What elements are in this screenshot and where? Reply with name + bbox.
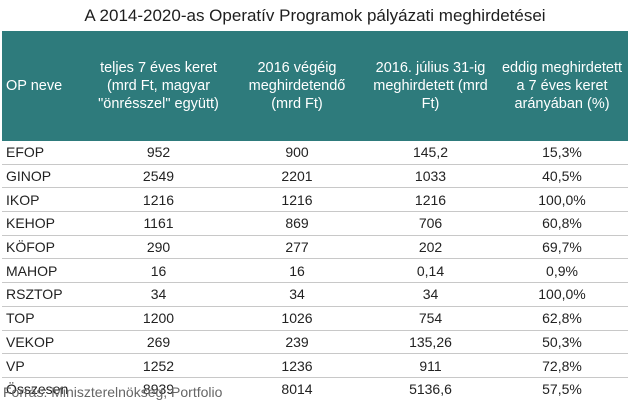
total-planned: 8014 [281, 381, 313, 398]
row-total-budget: 1161 [88, 211, 229, 236]
table-row: GINOP 2549 2201 1033 40,5% [2, 164, 628, 189]
row-total-budget: 1200 [88, 306, 229, 331]
header-ratio: eddig meghirdetett a 7 éves keret arányá… [496, 31, 628, 141]
row-ratio: 69,7% [496, 235, 628, 260]
total-row: Összesen 8939 8014 5136,6 57,5% [2, 377, 628, 400]
row-ratio: 60,8% [496, 211, 628, 236]
row-announced: 1033 [365, 164, 496, 189]
row-announced: 135,26 [365, 330, 496, 355]
row-planned: 34 [229, 282, 365, 307]
row-planned: 1236 [229, 353, 365, 378]
row-op-name: GINOP [2, 164, 88, 189]
row-planned: 239 [229, 330, 365, 355]
row-op-name: RSZTOP [2, 282, 88, 307]
row-ratio: 100,0% [496, 187, 628, 213]
row-planned: 900 [229, 141, 365, 165]
table-row: VEKOP 269 239 135,26 50,3% [2, 330, 628, 355]
row-announced: 145,2 [365, 141, 496, 165]
row-total-budget: 1252 [88, 353, 229, 378]
table-row: RSZTOP 34 34 34 100,0% [2, 282, 628, 307]
row-announced: 202 [365, 235, 496, 260]
row-op-name: IKOP [2, 187, 88, 213]
row-ratio: 72,8% [496, 353, 628, 378]
row-planned: 1026 [229, 306, 365, 331]
source-note: Forrás: Miniszterelnökség, Portfolio [3, 384, 223, 400]
table-row: VP 1252 1236 911 72,8% [2, 353, 628, 378]
row-announced: 706 [365, 211, 496, 236]
table-row: KÖFOP 290 277 202 69,7% [2, 235, 628, 260]
total-ratio: 57,5% [542, 381, 582, 398]
row-announced: 1216 [365, 187, 496, 213]
row-op-name: MAHOP [2, 258, 88, 284]
row-announced: 0,14 [365, 258, 496, 284]
row-op-name: TOP [2, 306, 88, 331]
row-planned: 2201 [229, 164, 365, 189]
row-total-budget: 952 [88, 141, 229, 165]
row-op-name: VEKOP [2, 330, 88, 355]
row-op-name: EFOP [2, 141, 88, 165]
header-total-budget: teljes 7 éves keret (mrd Ft, magyar "önr… [88, 31, 229, 141]
row-planned: 1216 [229, 187, 365, 213]
row-announced: 34 [365, 282, 496, 307]
total-budget: 8939 [142, 381, 175, 398]
row-ratio: 62,8% [496, 306, 628, 331]
header-row: OP neve teljes 7 éves keret (mrd Ft, mag… [2, 31, 628, 141]
row-total-budget: 1216 [88, 187, 229, 213]
total-label: Összesen [6, 381, 69, 398]
row-announced: 911 [365, 353, 496, 378]
total-announced: 5136,6 [409, 381, 452, 398]
row-total-budget: 269 [88, 330, 229, 355]
table-row: EFOP 952 900 145,2 15,3% [2, 141, 628, 165]
table-row: MAHOP 16 16 0,14 0,9% [2, 258, 628, 284]
row-planned: 16 [229, 258, 365, 284]
row-ratio: 50,3% [496, 330, 628, 355]
row-ratio: 0,9% [496, 258, 628, 284]
row-ratio: 100,0% [496, 282, 628, 307]
row-total-budget: 290 [88, 235, 229, 260]
header-planned-2016: 2016 végéig meghirdetendő (mrd Ft) [229, 31, 365, 141]
row-op-name: KEHOP [2, 211, 88, 236]
table-title: A 2014-2020-as Operatív Programok pályáz… [84, 6, 546, 25]
row-ratio: 15,3% [496, 141, 628, 165]
row-total-budget: 16 [88, 258, 229, 284]
row-planned: 277 [229, 235, 365, 260]
row-total-budget: 34 [88, 282, 229, 307]
row-announced: 754 [365, 306, 496, 331]
table-row: KEHOP 1161 869 706 60,8% [2, 211, 628, 236]
row-planned: 869 [229, 211, 365, 236]
op-table: OP neve teljes 7 éves keret (mrd Ft, mag… [2, 31, 628, 401]
row-op-name: VP [2, 353, 88, 378]
row-ratio: 40,5% [496, 164, 628, 189]
header-op-name: OP neve [2, 31, 88, 141]
row-op-name: KÖFOP [2, 235, 88, 260]
table-row: IKOP 1216 1216 1216 100,0% [2, 187, 628, 213]
table-row: TOP 1200 1026 754 62,8% [2, 306, 628, 331]
header-announced-july: 2016. július 31-ig meghirdetett (mrd Ft) [365, 31, 496, 141]
row-total-budget: 2549 [88, 164, 229, 189]
